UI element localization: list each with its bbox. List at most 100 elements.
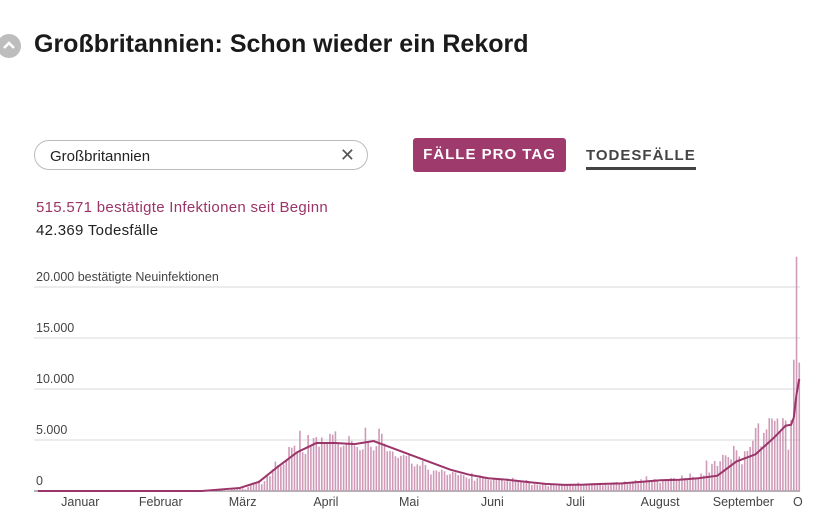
- bar: [700, 473, 702, 491]
- bar: [438, 471, 440, 491]
- bar: [312, 438, 315, 491]
- bar: [702, 475, 705, 491]
- bar: [591, 483, 593, 491]
- bar: [476, 478, 479, 491]
- bar: [642, 480, 645, 491]
- bar: [525, 479, 528, 491]
- bar: [307, 434, 309, 491]
- bar: [430, 474, 432, 491]
- bar: [405, 455, 408, 491]
- bar: [342, 445, 345, 491]
- bar: [421, 460, 424, 491]
- bar: [408, 454, 410, 491]
- bar: [348, 436, 350, 491]
- total-cases: 515.571 bestätigte Infektionen seit Begi…: [36, 199, 328, 216]
- bar: [522, 482, 525, 491]
- bar: [359, 450, 361, 491]
- bar: [716, 465, 719, 491]
- bar: [252, 484, 255, 491]
- bar: [350, 440, 353, 491]
- bar: [353, 445, 356, 491]
- bar: [443, 471, 446, 491]
- search-box[interactable]: Großbritannien ✕: [34, 140, 368, 170]
- x-tick-label: Juli: [566, 495, 585, 509]
- bar: [623, 481, 626, 491]
- x-tick-label: O: [793, 495, 803, 509]
- x-tick-label: Mai: [399, 495, 419, 509]
- bar: [735, 450, 738, 491]
- bar: [233, 488, 236, 491]
- bar: [236, 487, 238, 491]
- bar: [290, 447, 293, 491]
- bar: [375, 446, 378, 491]
- bar: [596, 483, 599, 491]
- bar: [621, 483, 623, 491]
- bar: [637, 483, 640, 491]
- bar: [634, 480, 637, 491]
- bar: [593, 483, 596, 491]
- bar: [599, 482, 601, 491]
- bar: [331, 434, 334, 491]
- clear-button[interactable]: ✕: [339, 145, 355, 165]
- bar: [402, 454, 405, 491]
- bar: [795, 256, 798, 491]
- bar: [550, 485, 552, 491]
- collapse-icon[interactable]: [0, 34, 21, 58]
- bar: [563, 485, 566, 491]
- bar: [539, 485, 541, 491]
- x-tick-label: August: [641, 495, 680, 509]
- bar: [394, 456, 397, 491]
- tab[interactable]: TODESFÄLLE: [586, 147, 696, 170]
- bar: [577, 482, 580, 491]
- bar: [670, 477, 672, 491]
- bar: [241, 488, 244, 491]
- bar: [258, 480, 260, 491]
- bar: [727, 457, 730, 491]
- bar: [441, 469, 443, 491]
- bar: [738, 456, 741, 491]
- bar: [511, 477, 514, 491]
- bar: [629, 482, 631, 491]
- bar: [250, 484, 252, 491]
- x-tick-label: September: [713, 495, 774, 509]
- bar: [779, 432, 781, 491]
- bar: [255, 483, 258, 491]
- bar: [345, 444, 348, 491]
- bar: [656, 479, 659, 491]
- bar: [318, 446, 320, 491]
- bar: [730, 459, 732, 491]
- bar: [572, 485, 574, 491]
- bar: [479, 475, 481, 491]
- bar: [711, 463, 713, 491]
- bar: [752, 440, 754, 491]
- bar: [413, 466, 416, 491]
- bar: [667, 480, 670, 491]
- total-deaths: 42.369 Todesfälle: [36, 222, 159, 239]
- bar: [451, 471, 454, 491]
- bar: [640, 479, 642, 491]
- bar: [558, 484, 560, 491]
- bar: [391, 451, 394, 491]
- bar: [544, 484, 547, 491]
- page-title: Großbritannien: Schon wieder ein Rekord: [34, 30, 529, 58]
- bar: [768, 418, 771, 491]
- bar: [541, 484, 544, 491]
- bar: [381, 433, 383, 491]
- bar: [517, 480, 520, 491]
- bar: [705, 460, 708, 491]
- bar: [574, 483, 577, 491]
- bar: [487, 479, 490, 491]
- tab-active[interactable]: FÄLLE PRO TAG: [413, 138, 566, 172]
- bar: [771, 418, 773, 491]
- bar: [689, 473, 691, 491]
- bar: [473, 480, 476, 491]
- bar: [602, 485, 604, 491]
- bar: [645, 476, 648, 491]
- bar: [509, 481, 511, 491]
- bar: [754, 427, 757, 491]
- bar: [320, 437, 323, 491]
- bar: [326, 443, 329, 491]
- x-tick-label: März: [229, 495, 257, 509]
- bar: [296, 452, 299, 491]
